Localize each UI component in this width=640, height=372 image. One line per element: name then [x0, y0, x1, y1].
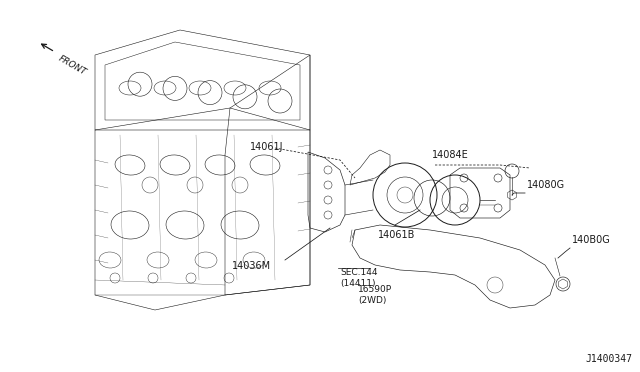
Text: 14036M: 14036M: [232, 261, 271, 271]
Text: 14084E: 14084E: [432, 150, 468, 160]
Text: 14061J: 14061J: [250, 142, 284, 152]
Text: J1400347: J1400347: [585, 354, 632, 364]
Text: SEC.144
(14411): SEC.144 (14411): [340, 268, 378, 288]
Text: 16590P
(2WD): 16590P (2WD): [358, 285, 392, 305]
Text: FRONT: FRONT: [57, 54, 88, 77]
Text: 14061B: 14061B: [378, 230, 415, 240]
Text: 140B0G: 140B0G: [572, 235, 611, 245]
Text: 14080G: 14080G: [527, 180, 565, 190]
